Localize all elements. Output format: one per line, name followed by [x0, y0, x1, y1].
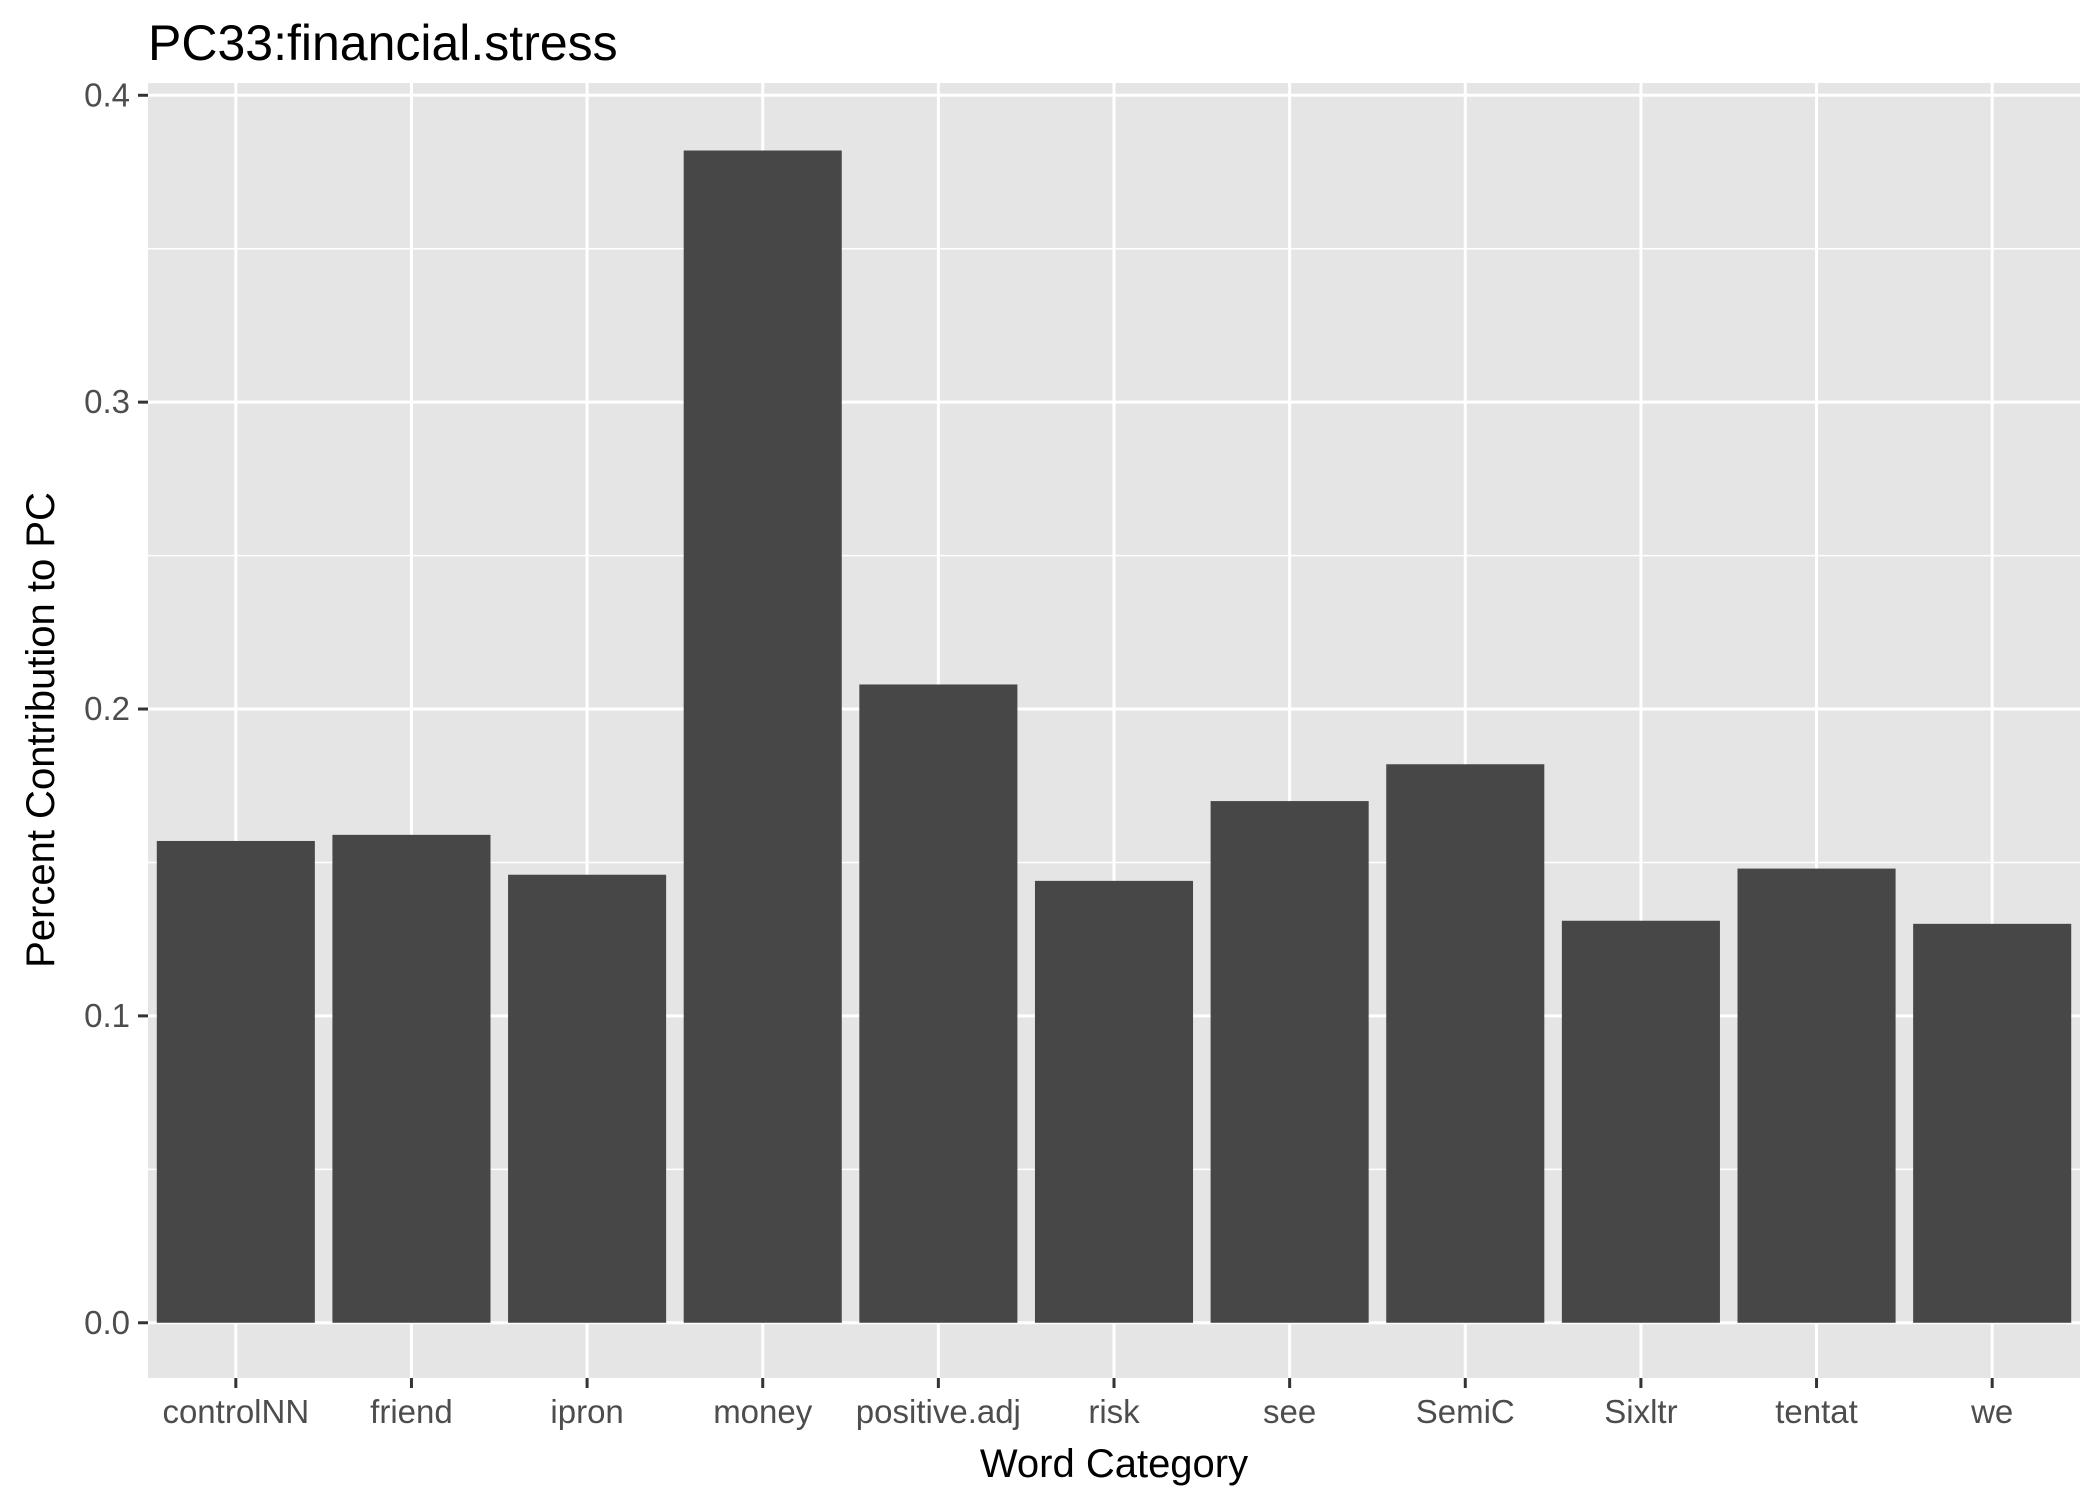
x-tick-label: risk	[1088, 1393, 1140, 1430]
x-axis: controlNN friend ipron money positive.adj ris…	[162, 1378, 2013, 1430]
y-tick-label: 0.0	[84, 1304, 130, 1341]
y-tick-label: 0.4	[84, 76, 130, 113]
bar-tentat	[1737, 868, 1896, 1323]
bar-friend	[332, 834, 491, 1323]
chart-title: PC33:financial.stress	[148, 15, 618, 71]
y-tick-label: 0.1	[84, 997, 130, 1034]
bar-controlNN	[156, 840, 315, 1323]
bars	[156, 150, 2072, 1323]
y-tick-label: 0.2	[84, 690, 130, 727]
bar-SemiC	[1386, 764, 1545, 1323]
x-tick-label: Sixltr	[1604, 1393, 1677, 1430]
x-tick-label: see	[1263, 1393, 1316, 1430]
x-tick-label: we	[1970, 1393, 2013, 1430]
bar-we	[1913, 923, 2072, 1323]
y-axis: 0.0 0.1 0.2 0.3 0.4	[84, 76, 148, 1341]
x-tick-label: SemiC	[1416, 1393, 1515, 1430]
bar-money	[683, 150, 842, 1323]
bar-positive.adj	[859, 684, 1018, 1323]
x-tick-label: friend	[370, 1393, 453, 1430]
bar-risk	[1034, 880, 1194, 1323]
bar-see	[1210, 801, 1369, 1323]
y-tick-label: 0.3	[84, 383, 130, 420]
x-tick-label: money	[713, 1393, 813, 1430]
x-axis-title: Word Category	[980, 1442, 1248, 1486]
x-tick-label: controlNN	[162, 1393, 309, 1430]
x-tick-label: positive.adj	[856, 1393, 1021, 1430]
x-tick-label: tentat	[1775, 1393, 1858, 1430]
y-axis-title: Percent Contribution to PC	[19, 492, 63, 968]
bar-ipron	[508, 874, 667, 1323]
bar-Sixltr	[1561, 920, 1720, 1323]
x-tick-label: ipron	[550, 1393, 623, 1430]
